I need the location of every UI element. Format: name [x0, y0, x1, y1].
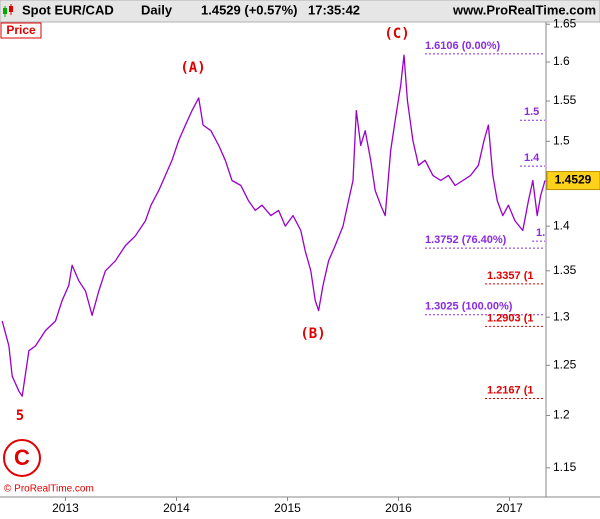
time: 17:35:42	[308, 2, 360, 17]
title: Spot EUR/CAD	[22, 2, 114, 17]
panel-box	[0, 22, 42, 39]
level-label: 1.5	[524, 106, 539, 118]
x-tick-label: 2014	[163, 501, 190, 515]
y-tick-label: 1.2	[553, 408, 570, 422]
y-tick-label: 1.55	[553, 93, 577, 107]
level-label: 1.6106 (0.00%)	[425, 40, 501, 52]
y-tick-label: 1.65	[553, 16, 577, 30]
level-label: 1.2167 (1	[487, 384, 533, 396]
panel-label: Price	[6, 23, 36, 37]
level-label: 1.2903 (1	[487, 312, 533, 324]
header-bar	[0, 0, 600, 23]
price-text: 1.4529 (+0.57%)	[201, 2, 297, 17]
degree-circle	[3, 439, 41, 477]
level-label: 1.3	[536, 227, 551, 239]
wave-label: 5	[16, 408, 24, 424]
period: Daily	[141, 2, 173, 17]
site: www.ProRealTime.com	[452, 2, 596, 17]
x-tick-label: 2013	[52, 501, 79, 515]
y-tick-label: 1.5	[553, 134, 570, 148]
wave-label: (A)	[180, 60, 205, 76]
y-tick-label: 1.25	[553, 358, 577, 372]
y-tick-label: 1.35	[553, 263, 577, 277]
level-label: 1.3752 (76.40%)	[425, 234, 507, 246]
x-tick-label: 2015	[274, 501, 301, 515]
level-label: 1.3025 (100.00%)	[425, 301, 513, 313]
plot: 1.6106 (0.00%) 1.5 1.4 1.3752 (76.40%) 1.3 1.…	[1, 40, 551, 400]
y-tick-label: 1.3	[553, 309, 570, 323]
y-tick-label: 1.6	[553, 54, 570, 68]
x-tick-label: 2016	[385, 501, 412, 515]
y-tick-label: 1.4	[553, 218, 570, 232]
icon	[3, 4, 13, 17]
price-line	[1, 54, 546, 397]
y-tick-label: 1.15	[553, 460, 577, 474]
wave-label: (B)	[300, 326, 325, 342]
last-price-box	[546, 171, 600, 191]
last-price-label: 1.4529	[555, 173, 592, 187]
degree-label: C	[14, 445, 30, 470]
copyright: © ProRealTime.com	[4, 484, 94, 495]
level-label: 1.3357 (1	[487, 270, 533, 282]
wave-label: (C)	[384, 26, 409, 42]
x-tick-label: 2017	[496, 501, 523, 515]
level-label: 1.4	[524, 152, 540, 164]
